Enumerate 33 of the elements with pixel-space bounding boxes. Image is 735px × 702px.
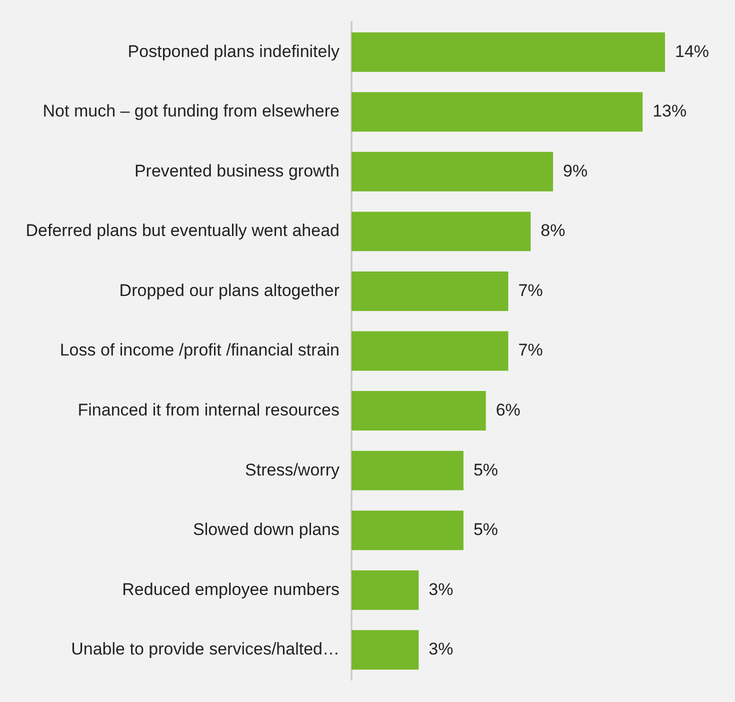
data-label: 3%	[428, 580, 454, 599]
bar	[352, 570, 419, 610]
bar	[352, 32, 665, 72]
data-label: 8%	[540, 221, 566, 240]
y-tick-label: Stress/worry	[245, 460, 340, 480]
y-tick-label: Loss of income /profit /financial strain	[60, 340, 340, 360]
y-tick-label: Not much – got funding from elsewhere	[42, 102, 340, 121]
data-label: 3%	[428, 640, 454, 659]
y-tick-label: Financed it from internal resources	[78, 400, 340, 420]
data-label: 7%	[518, 280, 543, 300]
y-tick-label: Slowed down plans	[193, 520, 340, 540]
y-tick-label: Dropped our plans altogether	[119, 280, 340, 300]
y-tick-label: Postponed plans indefinitely	[128, 42, 340, 61]
y-tick-label: Unable to provide services/halted…	[71, 640, 340, 659]
bar	[352, 152, 554, 192]
bar	[352, 92, 643, 132]
data-label: 9%	[563, 161, 588, 180]
y-tick-label: Reduced employee numbers	[122, 580, 340, 599]
bar	[352, 212, 531, 252]
data-label: 6%	[496, 400, 520, 420]
bar	[352, 510, 464, 550]
bar	[352, 271, 508, 311]
data-label: 5%	[473, 460, 498, 480]
bar	[352, 331, 508, 371]
data-label: 7%	[518, 340, 543, 360]
bar	[352, 450, 464, 490]
y-tick-label: Prevented business growth	[134, 161, 340, 180]
bar	[352, 630, 419, 670]
data-label: 14%	[675, 42, 710, 61]
y-tick-label: Deferred plans but eventually went ahead	[26, 221, 340, 240]
bar	[352, 391, 486, 431]
data-label: 13%	[652, 102, 687, 121]
data-label: 5%	[473, 520, 498, 540]
